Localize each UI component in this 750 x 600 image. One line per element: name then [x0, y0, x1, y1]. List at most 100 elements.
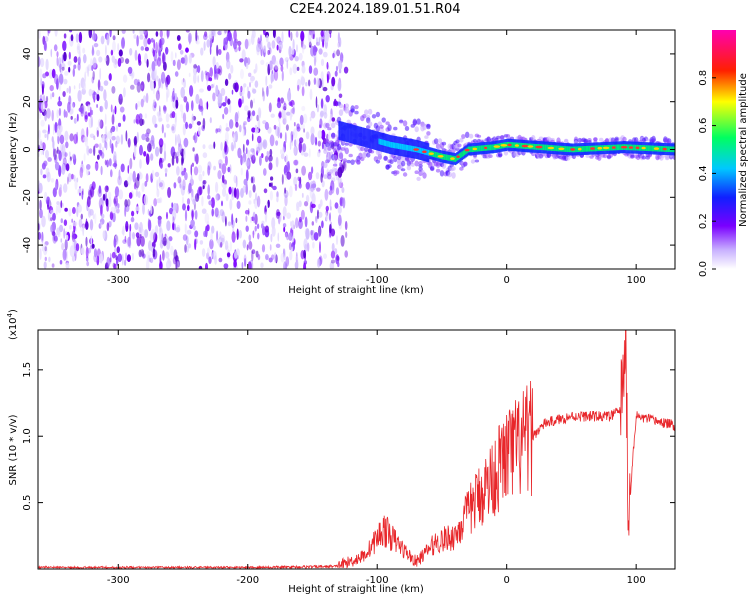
spectrogram-noise-cell [108, 74, 112, 80]
spectrogram-hotspot [464, 148, 470, 152]
spectrogram-noise-cell [311, 203, 316, 209]
spectrogram-noise-cell [202, 144, 206, 150]
spectrogram-noise-cell [308, 79, 311, 87]
spectrogram-noise-cell [258, 109, 260, 121]
spectrogram-noise-cell [123, 87, 126, 98]
spectrogram-halo-cell [331, 132, 336, 138]
spectrogram-noise-cell [140, 46, 144, 51]
spectrogram-noise-cell [89, 219, 94, 231]
spectrogram-noise-cell [215, 181, 219, 193]
spectrogram-noise-cell [276, 101, 282, 109]
spectrogram-noise-cell [229, 103, 232, 114]
spectrogram-noise-cell [144, 30, 147, 36]
spectrogram-halo-cell [369, 150, 375, 154]
spectrogram-noise-cell [283, 248, 286, 261]
spectrogram-halo-cell [414, 170, 419, 174]
spectrogram-core-cell [650, 145, 652, 152]
spectrogram-halo-cell [375, 159, 381, 164]
spectrogram-noise-cell [268, 155, 271, 162]
spectrogram-noise-cell [193, 199, 196, 205]
spectrogram-hotspot [527, 145, 534, 148]
spectrogram-noise-cell [60, 200, 63, 209]
spectrogram-noise-cell [263, 188, 268, 194]
colorbar-label: Normalized spectral amplitude [738, 73, 749, 227]
spectrogram-noise-cell [225, 122, 228, 129]
spectrogram-noise-cell [220, 241, 223, 248]
spectrogram-noise-cell [133, 78, 139, 86]
spectrogram-noise-cell [38, 129, 41, 140]
snr-x-tick-label: -300 [107, 575, 130, 586]
spectrogram-noise-cell [288, 232, 293, 241]
spectrogram-noise-cell [308, 65, 313, 74]
spectrogram-noise-cell [197, 65, 201, 74]
spectrogram-band-cell [377, 131, 379, 151]
spectrogram-noise-cell [83, 136, 88, 142]
snr-frame [37, 329, 676, 570]
spectrogram-noise-cell [113, 195, 119, 207]
spectrogram-noise-cell [262, 90, 265, 102]
spectrogram-noise-cell [110, 169, 113, 178]
spectrogram-noise-cell [273, 124, 277, 130]
colorbar-tick-label: 0.6 [698, 118, 709, 134]
spectrogram-noise-cell [102, 146, 104, 154]
spectrogram-noise-cell [53, 148, 57, 161]
spectrogram-noise-cell [161, 233, 164, 245]
spectrogram-noise-cell [129, 223, 132, 232]
spectrogram-noise-cell [271, 55, 276, 65]
spectrogram-noise-cell [166, 30, 170, 38]
spectrogram-noise-cell [320, 98, 324, 109]
spectrogram-halo-cell [385, 121, 390, 125]
spectrogram-core-cell [564, 146, 567, 152]
spectrogram-noise-cell [278, 41, 283, 50]
spectrogram-noise-cell [63, 33, 67, 39]
spectrogram-noise-cell [189, 85, 194, 97]
spectrogram-noise-cell [144, 46, 149, 52]
spectrogram-noise-cell [149, 231, 155, 242]
spectrogram-halo-cell [651, 135, 656, 143]
spectrogram-noise-cell [67, 60, 72, 66]
spectrogram-noise-cell [291, 47, 295, 55]
spectrogram-noise-cell [208, 144, 214, 150]
spectrogram-noise-cell [214, 255, 218, 265]
spectrogram-noise-cell [109, 252, 112, 265]
spectrogram-noise-cell [256, 195, 261, 208]
spectrogram-noise-cell [176, 59, 181, 71]
spectrogram-noise-cell [241, 92, 244, 101]
spectrogram-noise-cell [218, 162, 222, 169]
spectrogram-noise-cell [72, 153, 76, 160]
spectrogram-noise-cell [73, 174, 76, 182]
spectrogram-noise-cell [182, 123, 186, 136]
spectrogram-noise-cell [63, 51, 67, 62]
spectrogram-noise-cell [185, 121, 188, 130]
spectrogram-core-cell [616, 144, 619, 151]
spectrogram-noise-cell [222, 183, 227, 189]
spectrogram-halo-cell [331, 122, 336, 129]
spectrogram-noise-cell [269, 244, 272, 251]
snr-y-axis-label: SNR (10 * v/v) [8, 414, 19, 485]
spectrogram-noise-cell [145, 137, 150, 142]
spectrogram-halo-cell [488, 154, 493, 159]
spectrogram-noise-cell [62, 91, 66, 97]
spectrogram-noise-cell [209, 67, 213, 78]
spectrogram-noise-cell [195, 40, 200, 45]
spectrogram-hotspot [641, 146, 646, 150]
spectrogram-noise-cell [39, 199, 42, 211]
spectrogram-noise-cell [315, 215, 317, 222]
spectrogram-core-cell [488, 144, 491, 151]
spectrogram-noise-cell [173, 249, 178, 260]
spectrogram-noise-cell [171, 202, 174, 209]
spectrogram-noise-cell [163, 150, 167, 161]
spectrogram-noise-cell [256, 114, 259, 122]
spectrogram-core-cell [640, 145, 642, 151]
spectrogram-noise-cell [312, 137, 316, 144]
spectrogram-noise-cell [134, 49, 138, 61]
spectrogram-noise-cell [166, 30, 169, 39]
spectrogram-noise-cell [240, 68, 244, 80]
spectrogram-halo-cell [364, 147, 369, 152]
spectrogram-noise-cell [62, 248, 67, 261]
spectrogram-noise-cell [315, 172, 320, 180]
spectrogram-noise-cell [262, 139, 268, 150]
spectrogram-noise-cell [175, 151, 180, 158]
spectrogram-noise-cell [324, 31, 330, 43]
spectrogram-noise-cell [252, 148, 256, 161]
